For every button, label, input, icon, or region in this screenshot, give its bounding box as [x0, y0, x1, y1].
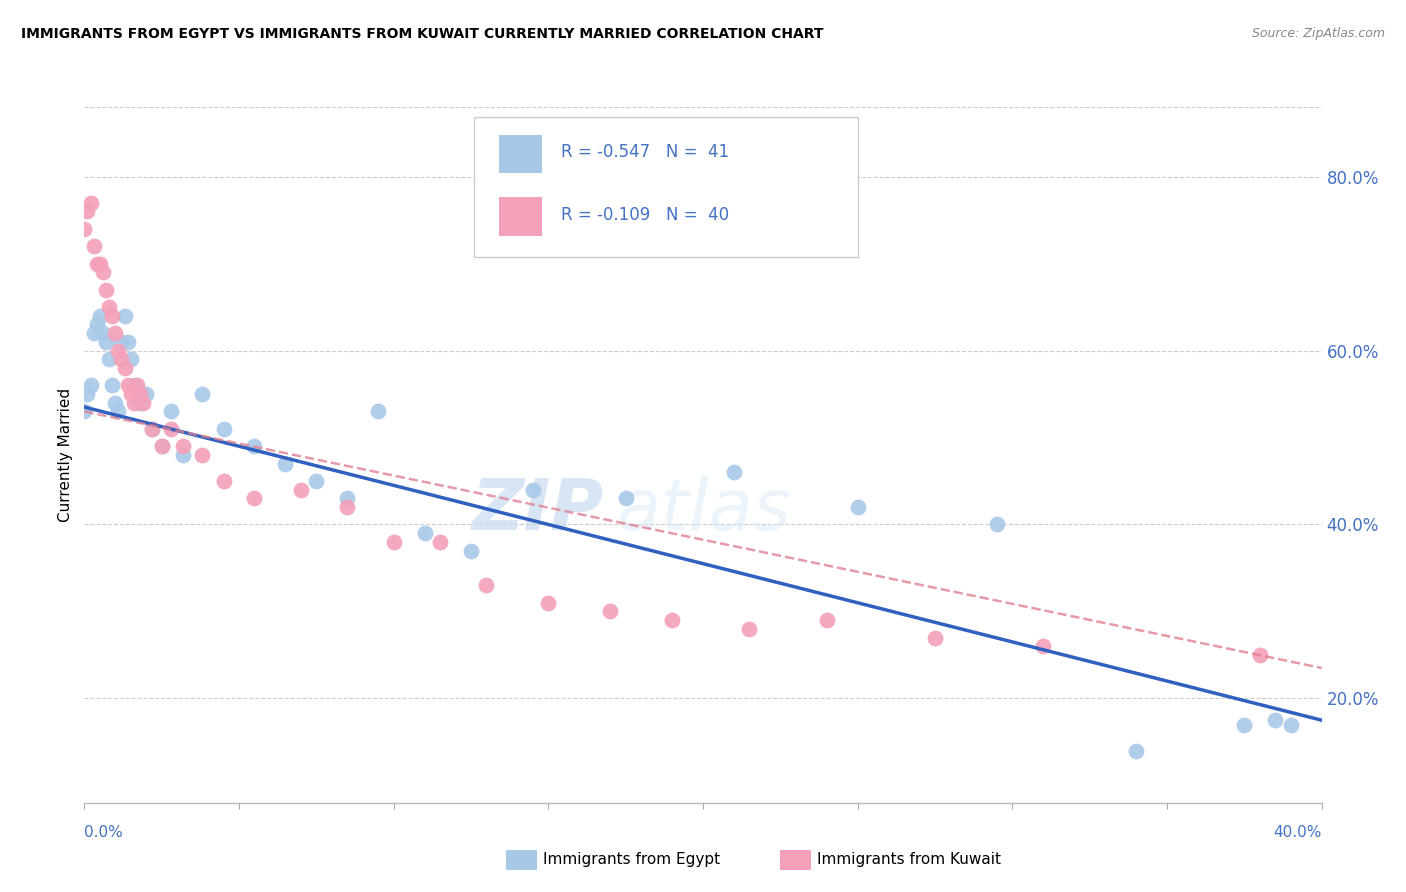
Point: [367, 404, 389, 418]
Point: [91, 265, 114, 279]
Point: [212, 474, 235, 488]
Point: [336, 491, 359, 506]
Text: 0.0%: 0.0%: [84, 824, 124, 839]
Point: [83, 326, 105, 340]
Point: [107, 404, 129, 418]
Text: 40.0%: 40.0%: [1274, 824, 1322, 839]
Point: [537, 596, 560, 610]
Point: [86, 318, 108, 332]
Point: [815, 613, 838, 627]
Point: [141, 422, 163, 436]
Point: [305, 474, 328, 488]
Point: [382, 534, 405, 549]
Point: [122, 395, 145, 409]
Point: [723, 466, 745, 480]
Point: [460, 543, 482, 558]
Point: [986, 517, 1008, 532]
Point: [114, 361, 136, 376]
Point: [172, 439, 194, 453]
FancyBboxPatch shape: [474, 118, 858, 257]
Bar: [499, 197, 543, 235]
Point: [129, 395, 152, 409]
Text: R = -0.109   N =  40: R = -0.109 N = 40: [561, 206, 728, 224]
Point: [191, 448, 214, 462]
Point: [614, 491, 637, 506]
Point: [101, 309, 124, 323]
Y-axis label: Currently Married: Currently Married: [58, 388, 73, 522]
Point: [98, 300, 121, 314]
Point: [212, 422, 235, 436]
Point: [924, 631, 946, 645]
Point: [98, 352, 121, 367]
Point: [94, 334, 117, 349]
Point: [114, 309, 136, 323]
Point: [1279, 717, 1302, 731]
Point: [846, 500, 869, 514]
Point: [413, 526, 436, 541]
Point: [101, 378, 124, 392]
Point: [117, 378, 139, 392]
Text: IMMIGRANTS FROM EGYPT VS IMMIGRANTS FROM KUWAIT CURRENTLY MARRIED CORRELATION CH: IMMIGRANTS FROM EGYPT VS IMMIGRANTS FROM…: [21, 27, 824, 41]
Point: [274, 457, 297, 471]
Point: [86, 257, 108, 271]
Point: [336, 500, 359, 514]
Text: Source: ZipAtlas.com: Source: ZipAtlas.com: [1251, 27, 1385, 40]
Point: [73, 404, 96, 418]
Point: [104, 326, 127, 340]
Point: [1233, 717, 1256, 731]
Point: [91, 326, 114, 340]
Point: [429, 534, 451, 549]
Point: [475, 578, 498, 592]
Point: [150, 439, 173, 453]
Text: Immigrants from Kuwait: Immigrants from Kuwait: [817, 853, 1001, 867]
Point: [738, 622, 761, 636]
Point: [1249, 648, 1271, 662]
Point: [79, 378, 101, 392]
Point: [243, 439, 266, 453]
Text: R = -0.547   N =  41: R = -0.547 N = 41: [561, 144, 728, 161]
Point: [76, 387, 98, 401]
Point: [110, 334, 132, 349]
Point: [120, 387, 142, 401]
Point: [1264, 713, 1286, 727]
Point: [172, 448, 194, 462]
Point: [290, 483, 312, 497]
Point: [135, 387, 157, 401]
Point: [160, 422, 183, 436]
Point: [160, 404, 183, 418]
Text: Immigrants from Egypt: Immigrants from Egypt: [543, 853, 720, 867]
Point: [76, 204, 98, 219]
Point: [141, 422, 163, 436]
Point: [129, 387, 152, 401]
Text: ZIP: ZIP: [472, 476, 605, 545]
Point: [132, 395, 155, 409]
Point: [661, 613, 683, 627]
Text: atlas: atlas: [616, 476, 792, 545]
Point: [120, 352, 142, 367]
Point: [73, 222, 96, 236]
Point: [1032, 639, 1054, 653]
Point: [599, 605, 621, 619]
Point: [150, 439, 173, 453]
Point: [79, 195, 101, 210]
Text: R =: R =: [505, 128, 541, 146]
Point: [1125, 744, 1147, 758]
Point: [117, 334, 139, 349]
Point: [104, 395, 127, 409]
Point: [191, 387, 214, 401]
Point: [94, 283, 117, 297]
Point: [89, 309, 111, 323]
Point: [125, 378, 148, 392]
Point: [89, 257, 111, 271]
Point: [110, 352, 132, 367]
Point: [122, 378, 145, 392]
Point: [243, 491, 266, 506]
Point: [522, 483, 544, 497]
Point: [107, 343, 129, 358]
Bar: [499, 135, 543, 173]
Point: [83, 239, 105, 253]
